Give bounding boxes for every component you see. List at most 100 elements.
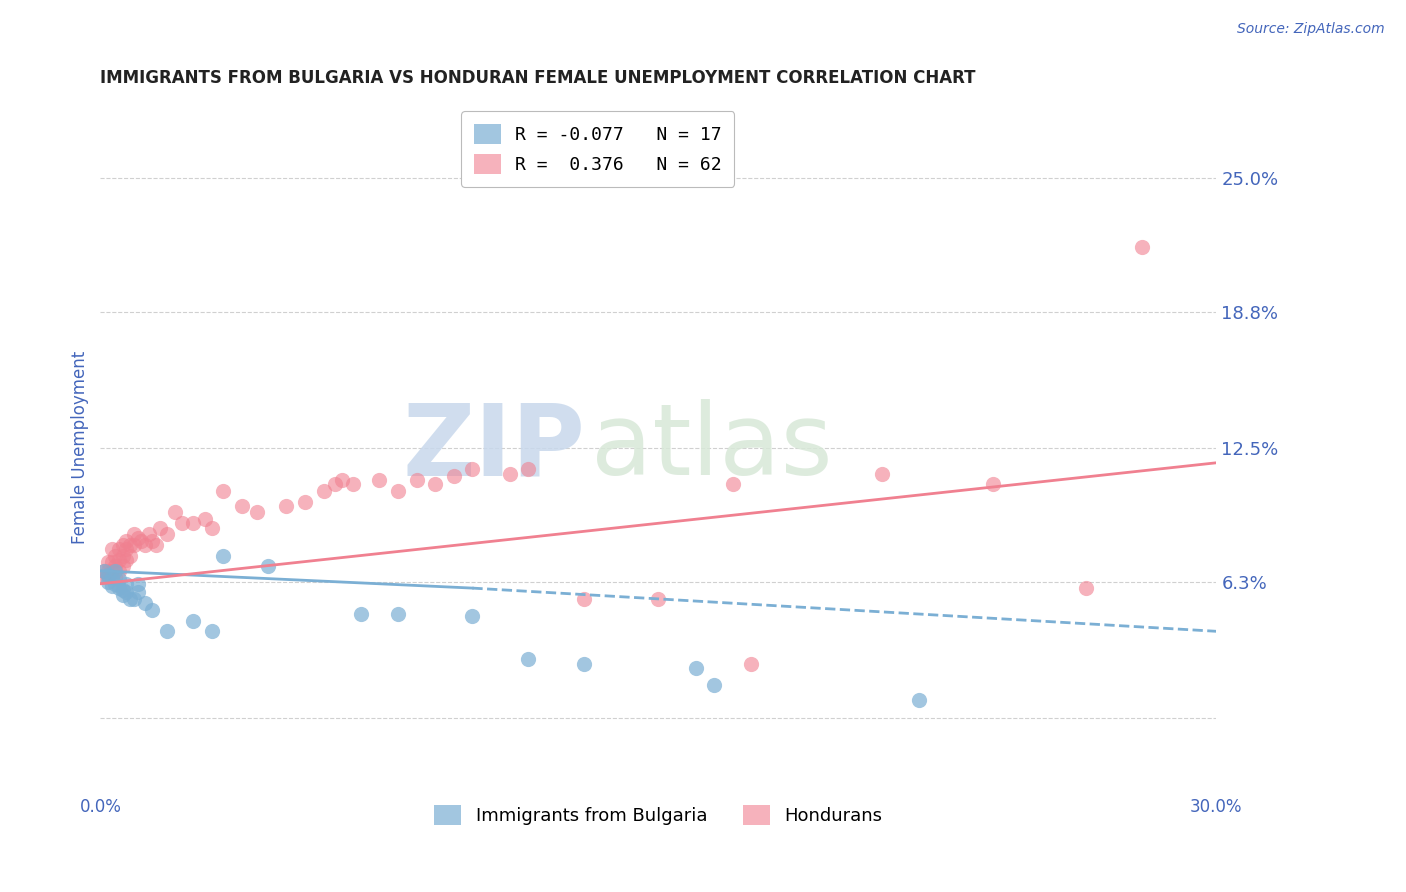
Point [122,527,145,541]
Point [134,538,156,552]
Point [115,553,138,567]
Point [368,473,391,487]
Point [246,506,269,520]
Point [108,542,131,557]
Text: atlas: atlas [592,399,832,496]
Point [212,549,235,563]
Point [183,614,205,628]
Point [647,591,669,606]
Point [141,603,163,617]
Point [572,591,595,606]
Point [172,516,194,531]
Point [517,462,540,476]
Point [100,564,122,578]
Point [127,585,149,599]
Point [387,607,409,621]
Point [350,607,373,621]
Point [156,624,179,639]
Point [115,585,138,599]
Point [721,477,744,491]
Point [100,542,122,557]
Point [323,477,346,491]
Point [201,520,224,534]
Point [517,652,540,666]
Point [127,532,149,546]
Point [201,624,224,639]
Point [134,596,156,610]
Point [183,516,205,531]
Point [93,564,115,578]
Point [97,564,120,578]
Point [141,533,163,548]
Point [138,527,160,541]
Point [498,467,520,481]
Text: ZIP: ZIP [404,399,586,496]
Point [111,559,134,574]
Point [276,499,298,513]
Point [100,579,122,593]
Point [111,549,134,563]
Point [443,468,465,483]
Point [685,661,707,675]
Point [97,568,120,582]
Point [104,564,127,578]
Point [111,538,134,552]
Point [127,576,149,591]
Point [572,657,595,671]
Point [104,570,127,584]
Point [111,583,134,598]
Point [115,576,138,591]
Point [870,467,893,481]
Point [104,576,127,591]
Point [111,588,134,602]
Point [461,462,484,476]
Point [256,559,278,574]
Point [342,477,364,491]
Point [97,570,120,584]
Point [156,527,179,541]
Point [1130,240,1153,254]
Point [100,570,122,584]
Point [129,533,152,548]
Point [163,506,186,520]
Point [907,693,929,707]
Point [120,591,142,606]
Y-axis label: Female Unemployment: Female Unemployment [72,351,89,544]
Point [104,549,127,563]
Point [145,538,167,552]
Point [115,533,138,548]
Text: IMMIGRANTS FROM BULGARIA VS HONDURAN FEMALE UNEMPLOYMENT CORRELATION CHART: IMMIGRANTS FROM BULGARIA VS HONDURAN FEM… [100,69,976,87]
Point [703,678,725,692]
Point [120,549,142,563]
Point [461,609,484,624]
Point [122,591,145,606]
Point [981,477,1004,491]
Point [425,477,447,491]
Point [108,553,131,567]
Point [1076,581,1098,595]
Point [149,520,172,534]
Point [104,559,127,574]
Point [212,483,235,498]
Point [312,483,335,498]
Point [97,574,120,589]
Point [294,494,316,508]
Point [193,512,215,526]
Point [100,555,122,569]
Legend: Immigrants from Bulgaria, Hondurans: Immigrants from Bulgaria, Hondurans [427,797,890,833]
Point [93,564,115,578]
Text: Source: ZipAtlas.com: Source: ZipAtlas.com [1237,22,1385,37]
Point [115,542,138,557]
Point [405,473,427,487]
Point [122,538,145,552]
Point [97,555,120,569]
Point [93,570,115,584]
Point [108,581,131,595]
Point [740,657,762,671]
Point [120,538,142,552]
Point [108,573,131,587]
Point [330,473,353,487]
Point [108,564,131,578]
Point [387,483,409,498]
Point [231,499,253,513]
